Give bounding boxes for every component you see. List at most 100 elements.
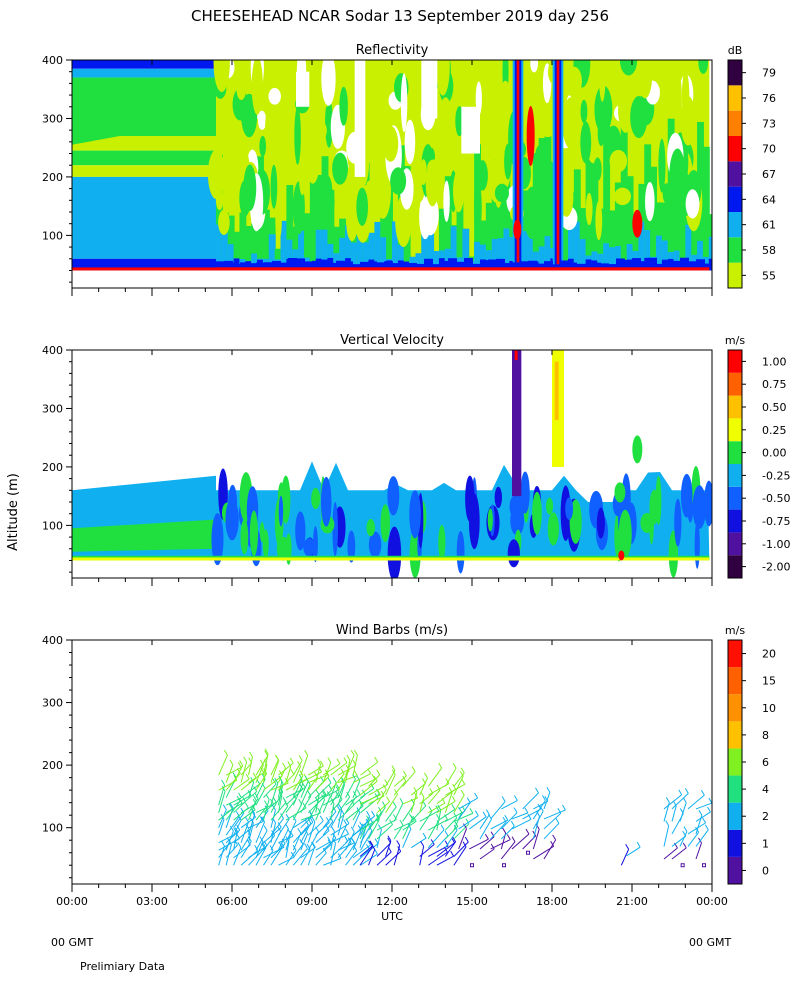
wind-barb <box>315 799 326 821</box>
reflectivity-cell <box>216 154 223 271</box>
wind-barb-flag <box>264 750 269 756</box>
wind-barb <box>360 815 370 836</box>
wind-barb-flag <box>386 796 391 802</box>
reflectivity-blob <box>400 73 408 133</box>
velocity-surface <box>72 557 710 561</box>
surface-layer <box>688 261 697 271</box>
reflectivity-blob <box>580 99 588 124</box>
velocity-patch <box>545 497 554 515</box>
wind-barb-flag <box>513 795 518 801</box>
wind-barb-flag <box>536 810 540 817</box>
wind-barb <box>300 833 309 851</box>
wind-barb-flag <box>535 787 539 794</box>
colorbar-level-label: 58 <box>762 244 776 257</box>
wind-barb <box>345 850 358 866</box>
y-tick-label: 200 <box>42 759 63 772</box>
reflectivity-blob <box>427 159 440 178</box>
wind-barb <box>453 812 474 822</box>
velocity-patch <box>614 482 626 503</box>
wind-barb <box>292 848 308 866</box>
wind-barb <box>444 826 459 840</box>
wind-barb-flag <box>460 789 465 796</box>
surface-layer <box>488 259 497 271</box>
wind-barb <box>511 818 532 830</box>
colorbar-level-label: -0.25 <box>762 469 790 482</box>
colorbar-level-label: 8 <box>762 729 769 742</box>
colorbar-swatch <box>728 372 742 396</box>
colorbar-unit: m/s <box>725 334 745 347</box>
wind-barb <box>277 795 283 813</box>
colorbar-swatch <box>728 212 742 238</box>
velocity-patch <box>547 512 559 546</box>
wind-barb <box>419 777 428 796</box>
wind-barb <box>225 830 234 851</box>
wind-barb-flag <box>469 808 474 814</box>
colorbar-level-label: -2.00 <box>762 561 790 574</box>
velocity-patch <box>259 522 265 543</box>
wind-barb <box>376 789 387 805</box>
reflectivity-band <box>72 150 216 166</box>
wind-barb <box>240 762 253 776</box>
wind-barb-flag <box>297 828 302 834</box>
reflectivity-cell <box>298 230 305 271</box>
wind-barb <box>490 821 507 840</box>
wind-barb-flag <box>261 816 265 823</box>
colorbar-swatch <box>728 464 742 487</box>
wind-barb-flag <box>263 800 268 806</box>
wind-barb-flag <box>347 837 352 843</box>
x-axis-label: UTC <box>381 910 403 923</box>
wind-barb-flag <box>343 757 348 763</box>
wind-barb <box>410 837 427 849</box>
wind-barb <box>695 802 712 810</box>
wind-barb <box>270 809 276 828</box>
surface-layer <box>400 261 409 271</box>
wind-barb <box>436 808 456 822</box>
velocity-patch <box>276 536 290 561</box>
reflectivity-cell <box>626 176 634 271</box>
wind-barb-flag <box>402 775 407 782</box>
wind-barb-flag <box>683 826 688 832</box>
reflectivity-cell <box>614 246 622 271</box>
wind-barb-flag <box>332 777 337 783</box>
wind-barb <box>300 781 309 798</box>
wind-barb <box>233 794 252 806</box>
reflectivity-cell <box>491 238 499 271</box>
wind-barb-flag <box>274 754 279 761</box>
surface-layer <box>440 260 449 271</box>
wind-barb <box>315 852 327 866</box>
wind-barb-flag <box>376 769 381 776</box>
wind-barb-flag <box>387 835 392 842</box>
wind-barb-flag <box>269 845 274 851</box>
wind-barb-flag <box>327 777 332 784</box>
reflectivity-cell <box>603 243 611 271</box>
wind-barb-flag <box>412 816 417 822</box>
reflectivity-blob <box>436 60 450 96</box>
wind-barb <box>663 847 678 860</box>
reflectivity-cell <box>251 223 259 271</box>
wind-barb <box>522 792 539 810</box>
wind-barb-flag <box>236 824 241 831</box>
wind-barb-flag <box>252 772 257 779</box>
wind-barb <box>307 820 324 836</box>
wind-barb-flag <box>277 822 282 828</box>
wind-barbs-title: Wind Barbs (m/s) <box>336 623 448 638</box>
wind-barb-flag <box>682 842 687 849</box>
wind-barb <box>292 779 303 798</box>
wind-barb-flag <box>311 842 316 848</box>
velocity-patch <box>387 476 400 516</box>
wind-barb-flag <box>341 777 345 783</box>
reflectivity-cell <box>327 189 335 271</box>
colorbar-swatch <box>728 418 742 442</box>
footer-left-gmt: 00 GMT <box>51 936 94 949</box>
reflectivity-blob <box>539 119 556 138</box>
wind-barb-flag <box>302 802 307 809</box>
wind-barb-flag <box>249 817 254 824</box>
reflectivity-cell <box>480 244 487 271</box>
wind-barb <box>695 829 709 847</box>
wind-barb-flag <box>282 762 286 769</box>
reflectivity-cell <box>579 239 587 271</box>
y-tick-label: 200 <box>42 461 63 474</box>
wind-barb <box>376 801 390 814</box>
wind-barb-flag <box>229 759 234 766</box>
